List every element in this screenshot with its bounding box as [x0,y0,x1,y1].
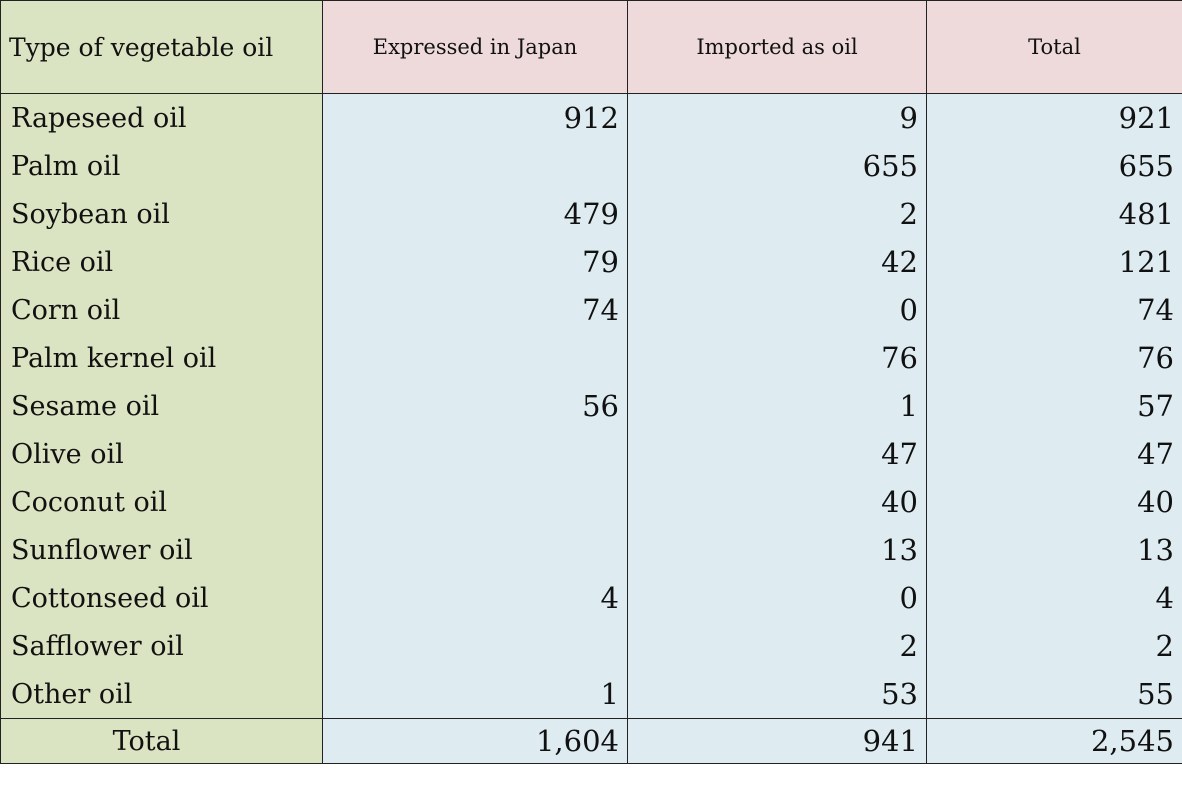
total-cell: 4 [926,574,1182,622]
oil-type-cell: Sunflower oil [0,526,323,574]
imported-cell: 40 [627,478,927,526]
expressed-cell [322,622,628,670]
expressed-cell: 56 [322,382,628,430]
oil-type-cell: Rice oil [0,238,323,286]
imported-cell: 2 [627,622,927,670]
table-row: Cottonseed oil 4 0 4 [0,574,1182,622]
total-cell: 74 [926,286,1182,334]
total-imported-cell: 941 [627,718,927,764]
grand-total-cell: 2,545 [926,718,1182,764]
imported-cell: 1 [627,382,927,430]
total-cell: 13 [926,526,1182,574]
oil-type-cell: Cottonseed oil [0,574,323,622]
header-total: Total [926,0,1182,94]
total-cell: 655 [926,142,1182,190]
table-row: Other oil 1 53 55 [0,670,1182,719]
oil-type-cell: Palm kernel oil [0,334,323,382]
imported-cell: 2 [627,190,927,238]
table-row: Olive oil 47 47 [0,430,1182,478]
total-cell: 2 [926,622,1182,670]
total-cell: 481 [926,190,1182,238]
total-cell: 921 [926,93,1182,142]
total-cell: 47 [926,430,1182,478]
expressed-cell [322,526,628,574]
oil-type-cell: Coconut oil [0,478,323,526]
imported-cell: 9 [627,93,927,142]
total-label: Total [0,718,323,764]
table-row: Coconut oil 40 40 [0,478,1182,526]
header-expressed: Expressed in Japan [322,0,628,94]
total-row: Total 1,604 941 2,545 [0,718,1182,764]
imported-cell: 0 [627,286,927,334]
oil-type-cell: Palm oil [0,142,323,190]
oil-type-cell: Corn oil [0,286,323,334]
total-cell: 40 [926,478,1182,526]
oil-type-cell: Safflower oil [0,622,323,670]
expressed-cell: 912 [322,93,628,142]
expressed-cell: 74 [322,286,628,334]
table-row: Rice oil 79 42 121 [0,238,1182,286]
imported-cell: 47 [627,430,927,478]
header-imported: Imported as oil [627,0,927,94]
expressed-cell [322,334,628,382]
table-row: Corn oil 74 0 74 [0,286,1182,334]
total-expressed-cell: 1,604 [322,718,628,764]
table-row: Soybean oil 479 2 481 [0,190,1182,238]
table-row: Palm oil 655 655 [0,142,1182,190]
oil-type-cell: Rapeseed oil [0,93,323,142]
table-row: Palm kernel oil 76 76 [0,334,1182,382]
expressed-cell [322,478,628,526]
expressed-cell: 1 [322,670,628,719]
expressed-cell: 79 [322,238,628,286]
oil-type-cell: Sesame oil [0,382,323,430]
expressed-cell: 4 [322,574,628,622]
total-cell: 76 [926,334,1182,382]
imported-cell: 42 [627,238,927,286]
table-row: Rapeseed oil 912 9 921 [0,93,1182,142]
header-row: Type of vegetable oil Expressed in Japan… [0,0,1182,94]
total-cell: 121 [926,238,1182,286]
imported-cell: 0 [627,574,927,622]
vegetable-oil-table: Type of vegetable oil Expressed in Japan… [0,0,1182,764]
imported-cell: 655 [627,142,927,190]
oil-type-cell: Soybean oil [0,190,323,238]
expressed-cell [322,430,628,478]
table-row: Sunflower oil 13 13 [0,526,1182,574]
total-cell: 55 [926,670,1182,719]
total-cell: 57 [926,382,1182,430]
imported-cell: 53 [627,670,927,719]
oil-type-cell: Olive oil [0,430,323,478]
imported-cell: 76 [627,334,927,382]
expressed-cell [322,142,628,190]
imported-cell: 13 [627,526,927,574]
expressed-cell: 479 [322,190,628,238]
table-row: Sesame oil 56 1 57 [0,382,1182,430]
oil-type-cell: Other oil [0,670,323,719]
table-row: Safflower oil 2 2 [0,622,1182,670]
header-type: Type of vegetable oil [0,0,323,94]
